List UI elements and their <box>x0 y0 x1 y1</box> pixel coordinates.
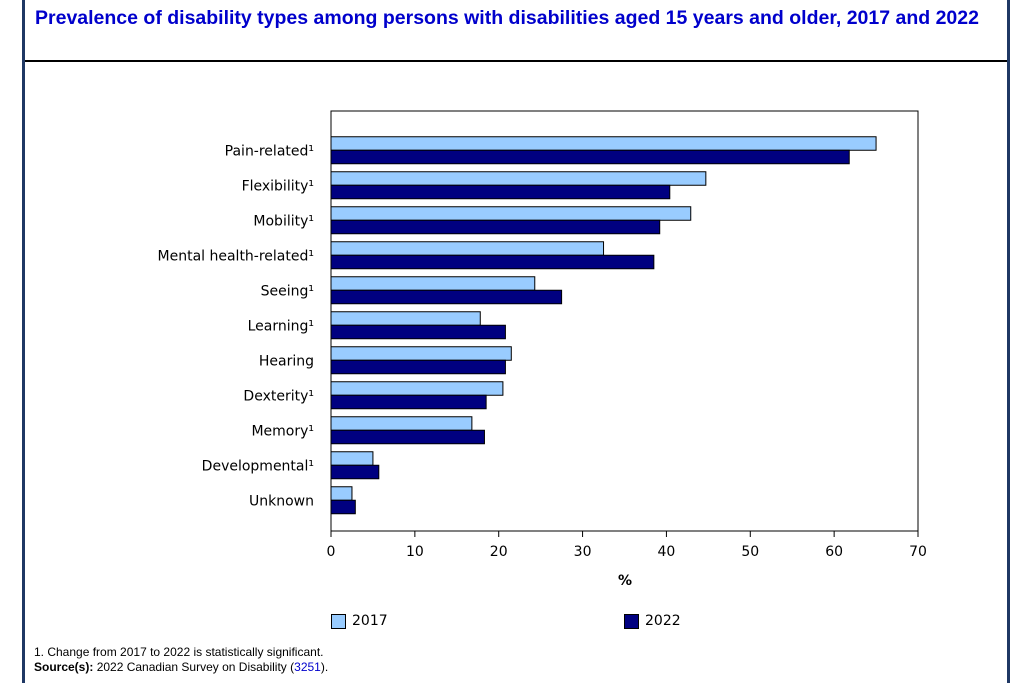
chart-title: Prevalence of disability types among per… <box>35 7 979 29</box>
bar-2022-6 <box>330 359 506 375</box>
source-line: Source(s): 2022 Canadian Survey on Disab… <box>34 660 328 675</box>
category-label-9: Developmental¹ <box>202 458 314 474</box>
chart-frame <box>22 0 1010 683</box>
bar-2022-4 <box>330 289 563 305</box>
bar-2017-2 <box>330 206 692 221</box>
category-label-0: Pain-related¹ <box>225 143 314 159</box>
category-label-1: Flexibility¹ <box>242 178 314 194</box>
x-tick-label-6: 60 <box>825 544 843 560</box>
bar-2017-3 <box>330 241 605 256</box>
title-divider <box>25 60 1007 62</box>
legend-swatch-2017 <box>331 613 346 629</box>
category-label-7: Dexterity¹ <box>243 388 314 404</box>
bar-2017-8 <box>330 416 473 431</box>
legend-label-2022: 2022 <box>645 613 681 629</box>
bar-2017-5 <box>330 311 481 326</box>
bar-2017-10 <box>330 486 353 501</box>
bar-2017-6 <box>330 346 512 361</box>
category-label-10: Unknown <box>249 493 314 509</box>
category-label-6: Hearing <box>259 353 314 369</box>
legend-item-2017: 2017 <box>331 612 388 630</box>
x-tick-label-2: 20 <box>490 544 508 560</box>
footnote-significance: 1. Change from 2017 to 2022 is statistic… <box>34 645 324 659</box>
bar-2017-7 <box>330 381 504 396</box>
bar-2022-9 <box>330 464 380 480</box>
footnote-block: 1. Change from 2017 to 2022 is statistic… <box>34 645 328 675</box>
bar-2017-4 <box>330 276 536 291</box>
category-label-5: Learning¹ <box>248 318 314 334</box>
category-label-8: Memory¹ <box>251 423 314 439</box>
bar-2022-1 <box>330 184 671 200</box>
bar-2017-0 <box>330 136 877 151</box>
source-link[interactable]: 3251 <box>294 660 321 674</box>
source-close: ). <box>320 660 329 674</box>
x-tick-label-7: 70 <box>909 544 927 560</box>
bar-2017-9 <box>330 451 374 466</box>
bar-2022-5 <box>330 324 506 340</box>
x-tick-label-5: 50 <box>741 544 759 560</box>
bar-2022-0 <box>330 149 850 165</box>
category-label-2: Mobility¹ <box>253 213 314 229</box>
bar-2022-10 <box>330 499 356 515</box>
category-label-3: Mental health-related¹ <box>158 248 314 264</box>
bar-2022-8 <box>330 429 485 445</box>
category-label-4: Seeing¹ <box>261 283 314 299</box>
bar-2022-2 <box>330 219 661 235</box>
legend-label-2017: 2017 <box>352 613 388 629</box>
legend-item-2022: 2022 <box>624 612 681 630</box>
x-tick-label-4: 40 <box>658 544 676 560</box>
bar-2022-3 <box>330 254 655 270</box>
legend-swatch-2022 <box>624 613 639 629</box>
bar-2022-7 <box>330 394 487 410</box>
x-axis-label: % <box>618 573 632 589</box>
source-label: Source(s): <box>34 660 94 674</box>
source-text: 2022 Canadian Survey on Disability ( <box>96 660 295 674</box>
x-tick-label-3: 30 <box>574 544 592 560</box>
bar-2017-1 <box>330 171 707 186</box>
x-tick-label-1: 10 <box>406 544 424 560</box>
x-tick-label-0: 0 <box>327 544 336 560</box>
